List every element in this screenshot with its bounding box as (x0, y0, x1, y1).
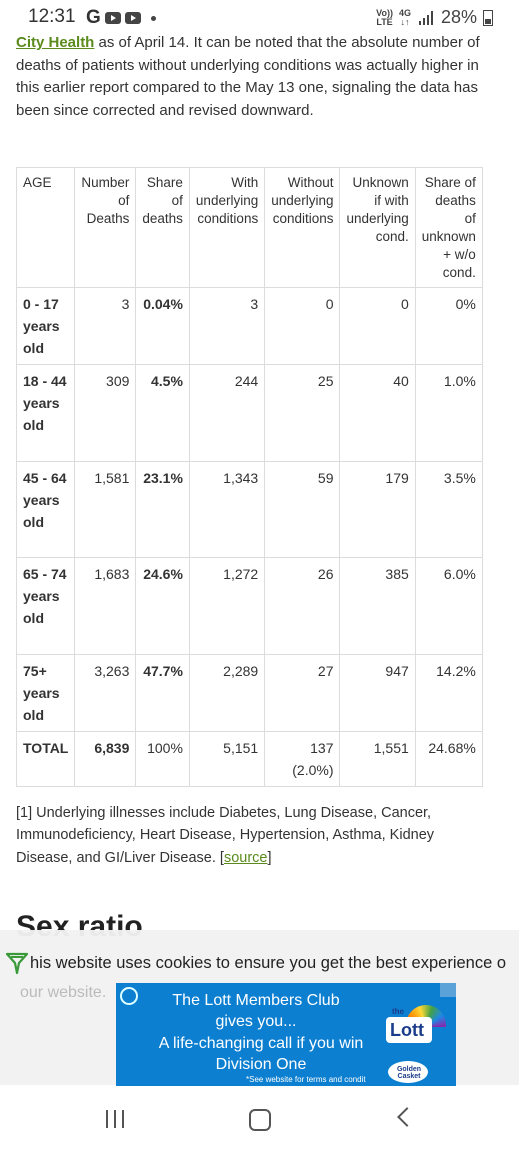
status-bar: 12:31 G Vo)) LTE 4G ↓↑ 28% (0, 0, 519, 34)
cookie-message: his website uses cookies to ensure you g… (30, 954, 507, 972)
city-health-link[interactable]: City Health (16, 34, 95, 51)
more-notifications-icon (150, 15, 156, 21)
cell-deaths: 3,263 (74, 654, 137, 732)
cell-deaths: 3 (74, 287, 137, 365)
cell-total-with: 5,151 (188, 731, 266, 787)
status-time: 12:31 (28, 6, 76, 27)
header-age: AGE (15, 167, 76, 288)
table-row: 45 - 64 years old 1,581 23.1% 1,343 59 1… (15, 461, 483, 558)
cookie-message-line2: our website. (20, 984, 107, 1001)
cell-age: 18 - 44 years old (15, 364, 76, 462)
google-icon: G (86, 7, 101, 28)
cell-unknown: 40 (339, 364, 416, 462)
cell-share-unknown: 6.0% (414, 557, 483, 655)
system-icons: Vo)) LTE 4G ↓↑ 28% (376, 7, 493, 28)
cell-without: 27 (264, 654, 341, 732)
cell-with: 244 (188, 364, 266, 462)
cell-share: 23.1% (135, 461, 190, 558)
cell-unknown: 179 (339, 461, 416, 558)
navigation-bar (0, 1086, 519, 1152)
cell-deaths: 1,683 (74, 557, 137, 655)
header-number-of-deaths: Number of Deaths (74, 167, 137, 288)
cell-age: 0 - 17 years old (15, 287, 76, 365)
cell-total-share-unknown: 24.68% (414, 731, 483, 787)
cell-share: 4.5% (135, 364, 190, 462)
header-with-conditions: With underlying conditions (188, 167, 266, 288)
ad-body: A life-changing call if you win Division… (158, 1035, 364, 1073)
youtube-icon (104, 12, 121, 24)
cell-share-unknown: 1.0% (414, 364, 483, 462)
header-share-unknown: Share of deaths of unknown + w/o cond. (414, 167, 483, 288)
ad-terms: *See website for terms and condit (246, 1075, 366, 1084)
signal-strength-icon (417, 10, 435, 25)
cell-with: 2,289 (188, 654, 266, 732)
lott-logo-text: Lott (390, 1020, 424, 1040)
ad-title: The Lott Members Club gives you... (172, 992, 340, 1030)
cell-deaths: 1,581 (74, 461, 137, 558)
cell-share: 24.6% (135, 557, 190, 655)
lott-logo-small: the (392, 1007, 404, 1016)
battery-percent: 28% (440, 7, 477, 27)
source-bracket-open: [ (219, 849, 224, 866)
header-without-conditions: Without underlying conditions (264, 167, 341, 288)
article-paragraph-text: as of April 14. It can be noted that the… (16, 34, 480, 119)
notification-icons: G (86, 7, 156, 29)
cell-unknown: 0 (339, 287, 416, 365)
footnote-text: [1] Underlying illnesses include Diabete… (16, 805, 435, 866)
volte-icon: Vo)) LTE (376, 7, 393, 27)
cell-with: 1,272 (188, 557, 266, 655)
source-link[interactable]: source (223, 849, 268, 866)
table-row: 0 - 17 years old 3 0.04% 3 0 0 0% (15, 287, 483, 365)
cell-total-unknown: 1,551 (339, 731, 416, 787)
table-row: 65 - 74 years old 1,683 24.6% 1,272 26 3… (15, 557, 483, 655)
cell-without: 26 (264, 557, 341, 655)
golden-casket-logo-icon (388, 1061, 428, 1083)
cell-age: 45 - 64 years old (15, 461, 76, 558)
cell-with: 3 (188, 287, 266, 365)
deaths-table: AGE Number of Deaths Share of deaths Wit… (15, 167, 483, 787)
mobile-data-icon: 4G ↓↑ (398, 7, 411, 27)
cell-share: 0.04% (135, 287, 190, 365)
cell-share-unknown: 0% (414, 287, 483, 365)
cell-total-share: 100% (135, 731, 190, 787)
cell-share: 47.7% (135, 654, 190, 732)
site-logo-icon (5, 952, 29, 975)
ad-close-icon[interactable] (440, 983, 456, 997)
article-paragraph: City Health as of April 14. It can be no… (16, 32, 496, 122)
cell-without: 0 (264, 287, 341, 365)
table-header-row: AGE Number of Deaths Share of deaths Wit… (15, 167, 483, 288)
back-icon[interactable] (397, 1107, 417, 1127)
cell-unknown: 385 (339, 557, 416, 655)
cell-share-unknown: 14.2% (414, 654, 483, 732)
cell-without: 59 (264, 461, 341, 558)
cell-total-label: TOTAL (15, 731, 76, 787)
cell-share-unknown: 3.5% (414, 461, 483, 558)
cell-total-without: 137 (2.0%) (264, 731, 341, 787)
source-bracket-close: ] (267, 849, 272, 866)
youtube-icon-2 (124, 12, 141, 24)
cell-unknown: 947 (339, 654, 416, 732)
cell-age: 75+ years old (15, 654, 76, 732)
battery-icon (483, 9, 493, 26)
cell-age: 65 - 74 years old (15, 557, 76, 655)
table-row: 18 - 44 years old 309 4.5% 244 25 40 1.0… (15, 364, 483, 462)
table-row: 75+ years old 3,263 47.7% 2,289 27 947 1… (15, 654, 483, 732)
cell-deaths: 309 (74, 364, 137, 462)
golden-casket-text: Golden Casket (396, 1066, 422, 1080)
footnote: [1] Underlying illnesses include Diabete… (16, 802, 486, 869)
lott-logo-icon: the Lott (378, 1003, 448, 1053)
cell-with: 1,343 (188, 461, 266, 558)
table-total-row: TOTAL 6,839 100% 5,151 137 (2.0%) 1,551 … (15, 731, 483, 787)
home-icon[interactable] (249, 1109, 271, 1131)
ad-badge-icon (120, 987, 138, 1005)
cell-total-deaths: 6,839 (74, 731, 137, 787)
recent-apps-icon[interactable] (106, 1110, 126, 1128)
header-share-of-deaths: Share of deaths (135, 167, 190, 288)
header-unknown: Unknown if with underlying cond. (339, 167, 416, 288)
cell-without: 25 (264, 364, 341, 462)
lott-advertisement[interactable]: The Lott Members Club gives you... A lif… (116, 983, 456, 1086)
